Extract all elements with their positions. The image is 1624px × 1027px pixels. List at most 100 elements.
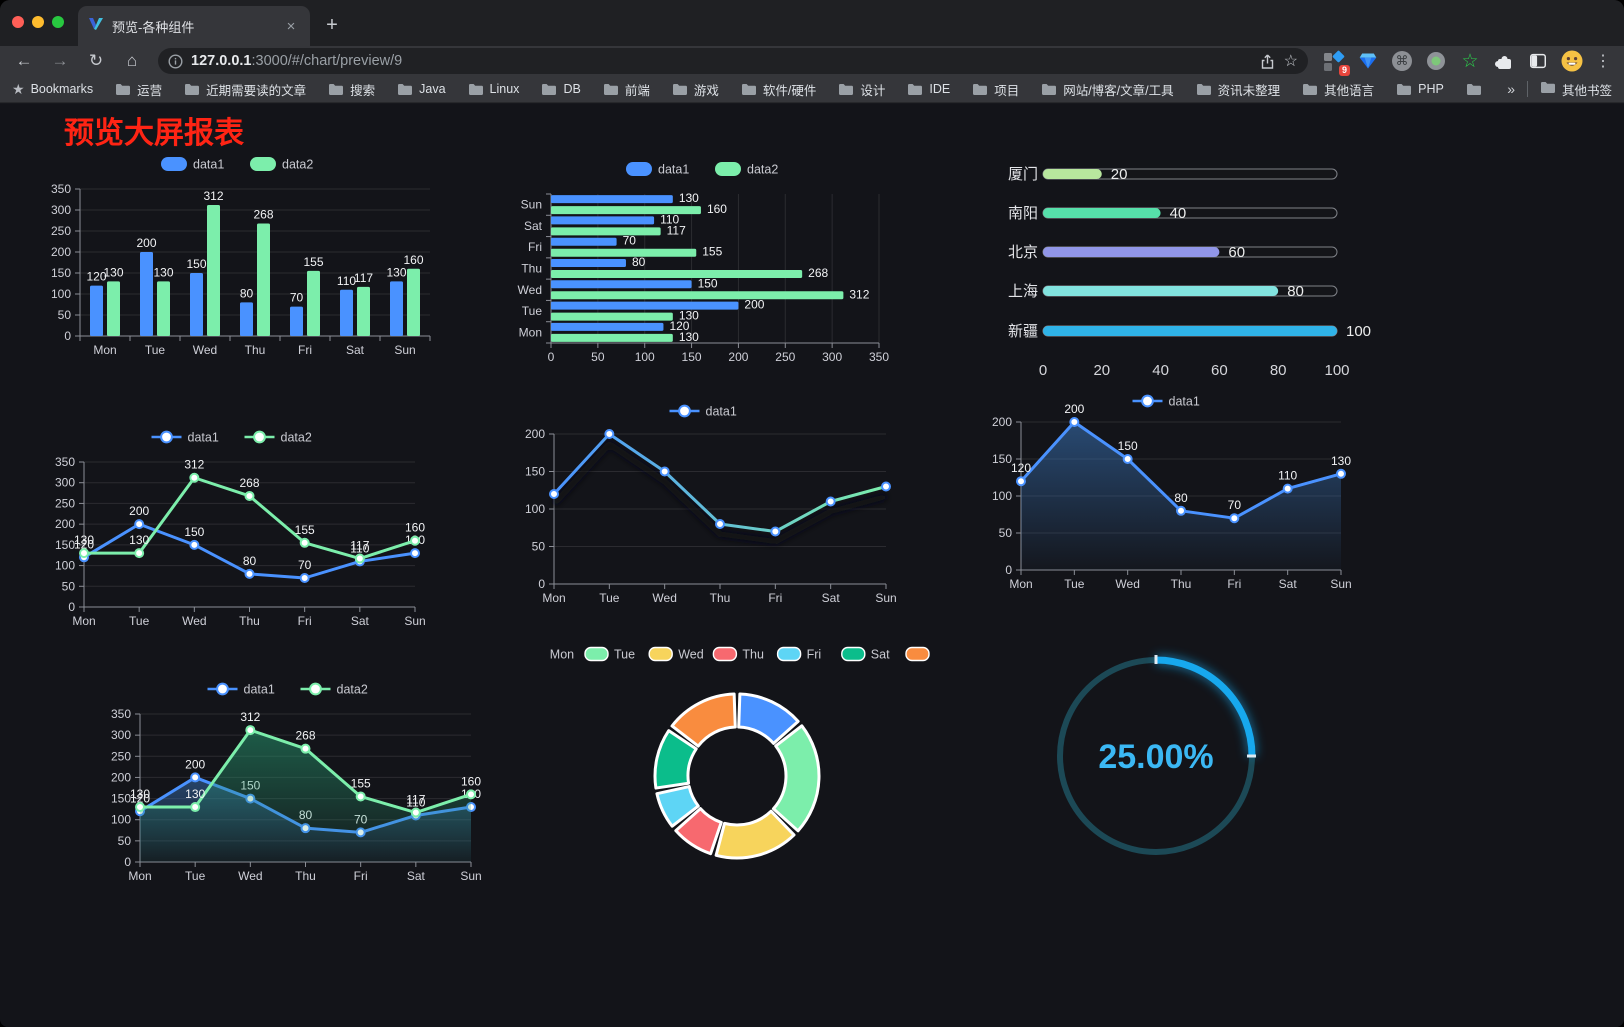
svg-text:data2: data2 [281, 431, 312, 445]
back-button[interactable]: ← [15, 51, 33, 70]
svg-text:100: 100 [51, 287, 71, 301]
bookmark-folder[interactable]: 搜索 [328, 80, 375, 99]
svg-text:130: 130 [74, 533, 94, 547]
address-bar[interactable]: 127.0.0.1:3000/#/chart/preview/9 ☆ [158, 48, 1308, 74]
svg-text:117: 117 [406, 793, 425, 807]
side-panel-icon[interactable] [1526, 49, 1550, 73]
chart-gauge[interactable]: 25.00% [1038, 638, 1278, 880]
svg-text:data1: data1 [188, 431, 219, 445]
bookmarks-overflow-icon[interactable]: » [1507, 81, 1515, 97]
bookmark-folder[interactable]: IDE [907, 82, 950, 96]
svg-text:312: 312 [849, 287, 869, 301]
bookmark-folder[interactable]: 其他语言 [1302, 80, 1374, 99]
extension-grid-icon[interactable]: 9 [1322, 49, 1350, 76]
svg-text:Mon: Mon [519, 325, 542, 339]
chart-progress-bars[interactable]: 厦门 20 南阳 40 北京 60 上海 80 新疆 100 0 20 40 60 80 100 [985, 156, 1385, 388]
svg-text:Tue: Tue [1064, 577, 1085, 591]
zoom-window-button[interactable] [52, 16, 64, 28]
bookmark-folder[interactable]: PHP [1396, 82, 1444, 96]
bookmark-folder[interactable]: 设计 [838, 80, 885, 99]
svg-text:250: 250 [111, 749, 131, 763]
svg-text:Sun: Sun [394, 343, 415, 357]
svg-text:Sat: Sat [346, 343, 365, 357]
bookmark-folder[interactable]: 游戏 [672, 80, 719, 99]
svg-text:80: 80 [240, 286, 254, 300]
chart-bar-vertical[interactable]: data1 data2 0 50 100 150 200 250 300 350 Mon Tue Wed… [40, 149, 440, 364]
bookmark-folder[interactable]: 前端 [603, 80, 650, 99]
bookmark-folder[interactable]: Java [397, 82, 446, 96]
bookmarks-manager[interactable]: ★ Bookmarks [12, 81, 93, 98]
bookmark-folder[interactable]: DB [541, 82, 581, 96]
profile-avatar[interactable] [1560, 49, 1584, 73]
svg-text:data1: data1 [658, 163, 689, 177]
close-window-button[interactable] [12, 16, 24, 28]
share-icon[interactable] [1259, 53, 1276, 70]
svg-text:Fri: Fri [354, 869, 368, 883]
extension-command-icon[interactable]: ⌘ [1390, 49, 1414, 73]
bookmark-folder[interactable]: 文件服务器 [1466, 80, 1485, 99]
svg-text:Tue: Tue [599, 591, 620, 605]
svg-text:data1: data1 [706, 405, 737, 419]
svg-text:110: 110 [337, 274, 356, 288]
svg-text:data1: data1 [193, 158, 224, 172]
new-tab-button[interactable]: + [326, 14, 338, 36]
svg-text:155: 155 [702, 245, 722, 259]
svg-text:70: 70 [290, 291, 304, 305]
bookmark-folder[interactable]: 运营 [115, 80, 162, 99]
chart-bar-horizontal[interactable]: data1 data2 0 50 100 150 200 250 300 350 Sun 130 160… [505, 154, 905, 369]
svg-text:100: 100 [111, 813, 131, 827]
bookmark-folder[interactable]: 网站/博客/文章/工具 [1041, 80, 1174, 99]
svg-text:Sat: Sat [524, 219, 543, 233]
browser-tab[interactable]: 预览-各种组件 × [78, 6, 310, 46]
chart-line-gradient[interactable]: data1 0 50 100 150 200 Mon Tue Wed Thu Fri Sat Sun [512, 396, 900, 614]
svg-text:312: 312 [203, 189, 223, 203]
svg-text:50: 50 [532, 540, 546, 554]
site-info-icon[interactable] [168, 53, 183, 69]
forward-button[interactable]: → [51, 51, 69, 70]
svg-text:130: 130 [679, 330, 699, 344]
svg-text:200: 200 [51, 245, 71, 259]
bookmark-folder-label: 运营 [137, 83, 163, 98]
chart-line-two-series[interactable]: data1 data2 0 50 100 150 200 250 300 350 Mon Tue Wed… [42, 422, 427, 637]
chart-area-single[interactable]: data1 0 50 100 150 200 Mon Tue Wed Thu Fri Sat Sun 12… [983, 386, 1355, 598]
bookmark-star-icon[interactable]: ☆ [1283, 53, 1298, 70]
svg-text:20: 20 [1111, 166, 1128, 183]
extension-gem-icon[interactable] [1356, 49, 1380, 73]
svg-text:60: 60 [1228, 244, 1245, 261]
bookmarks-label: Bookmarks [30, 82, 94, 96]
minimize-window-button[interactable] [32, 16, 44, 28]
bookmark-folder-label: IDE [929, 82, 951, 96]
bookmarks-bar: ★ Bookmarks 运营 近期需要读的文章 搜索 Java Linux DB 前端 游戏 软… [0, 76, 1624, 103]
tab-close-icon[interactable]: × [286, 17, 296, 35]
extension-dot-icon[interactable] [1424, 49, 1448, 73]
bookmark-folder[interactable]: 资讯未整理 [1196, 80, 1280, 99]
url-text[interactable]: 127.0.0.1:3000/#/chart/preview/9 [191, 53, 1251, 69]
home-button[interactable]: ⌂ [126, 51, 138, 70]
svg-text:150: 150 [186, 257, 206, 271]
extensions-puzzle-icon[interactable] [1492, 49, 1516, 73]
svg-text:200: 200 [1064, 402, 1084, 416]
svg-text:0: 0 [1005, 563, 1012, 577]
svg-text:100: 100 [992, 489, 1012, 503]
chart-area-two-series[interactable]: data1 data2 0 50 100 150 200 250 300 350 Mon Tue Wed… [98, 674, 483, 892]
other-bookmarks-folder[interactable]: 其他书签 [1540, 80, 1612, 99]
svg-text:130: 130 [103, 265, 123, 279]
browser-menu-icon[interactable]: ⋮ [1595, 53, 1611, 70]
extension-star-icon[interactable]: ☆ [1461, 50, 1479, 72]
bookmark-folder[interactable]: 软件/硬件 [741, 80, 816, 99]
bookmark-folder[interactable]: 项目 [972, 80, 1019, 99]
svg-text:130: 130 [386, 265, 406, 279]
svg-text:200: 200 [111, 770, 131, 784]
bookmark-folder[interactable]: 近期需要读的文章 [184, 80, 306, 99]
svg-text:130: 130 [185, 787, 205, 801]
reload-button[interactable]: ↻ [88, 51, 104, 70]
svg-text:150: 150 [55, 538, 75, 552]
bookmark-folder[interactable]: Linux [468, 82, 519, 96]
svg-text:50: 50 [591, 350, 605, 364]
svg-text:200: 200 [55, 517, 75, 531]
svg-text:200: 200 [129, 504, 149, 518]
svg-text:Thu: Thu [245, 343, 266, 357]
svg-text:100: 100 [1346, 323, 1371, 340]
